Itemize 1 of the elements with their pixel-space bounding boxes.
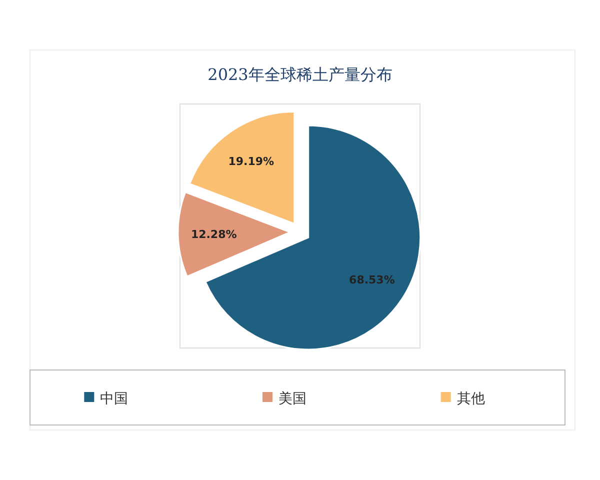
title: 2023年全球稀土产量分布 (208, 65, 392, 84)
